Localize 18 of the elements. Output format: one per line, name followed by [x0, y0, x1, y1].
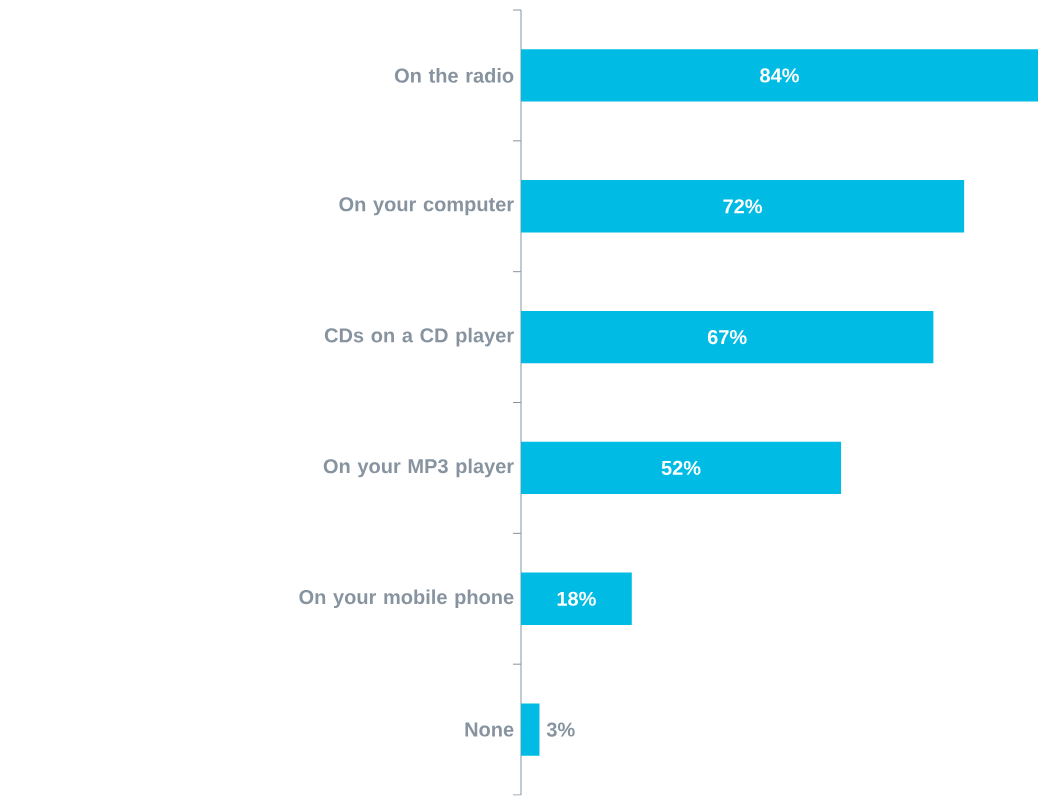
data-label: 84% [760, 68, 799, 83]
bar [521, 442, 842, 495]
y-tick-label: On your mobile phone [299, 589, 514, 609]
data-label: 52% [661, 461, 701, 476]
bar [521, 572, 632, 626]
data-label: 72% [723, 199, 763, 214]
bar [521, 311, 934, 364]
y-tick-label: CDs on a CD player [324, 328, 514, 347]
data-label: 67% [707, 330, 747, 345]
bar [521, 703, 540, 757]
data-label: 3% [546, 722, 575, 737]
data-label: 18% [557, 591, 596, 607]
y-tick-label: None [465, 722, 514, 737]
y-tick-label: On your computer [339, 197, 514, 216]
bar [521, 49, 1038, 102]
y-tick-label: On your MP3 player [323, 458, 514, 478]
y-tick-label: On the radio [394, 68, 514, 84]
bar [521, 180, 965, 233]
